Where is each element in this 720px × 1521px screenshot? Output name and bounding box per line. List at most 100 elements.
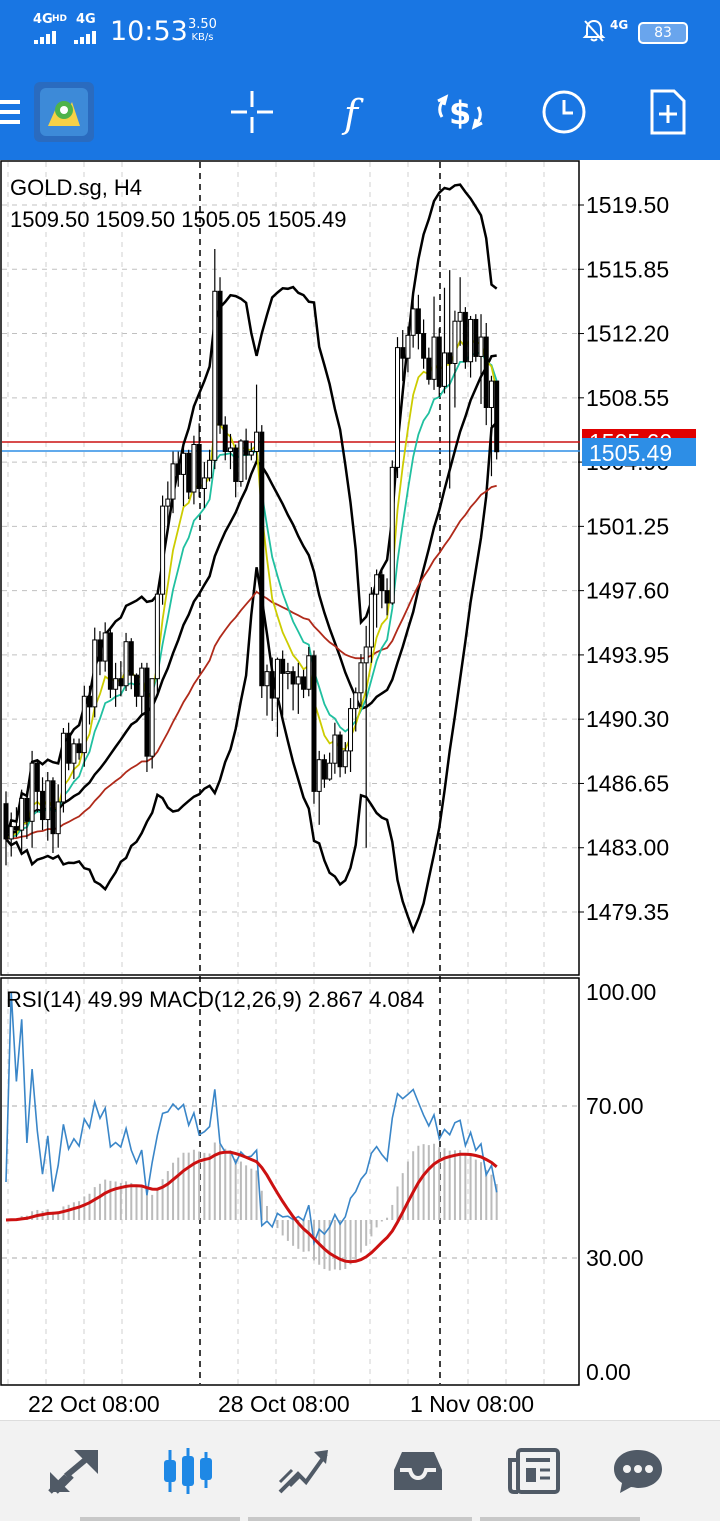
candle-body [259,431,265,687]
price-tick-label: 1508.55 [586,385,669,411]
long-ma-line [5,484,497,840]
clock: 10:53 [110,16,188,47]
indicator-lines [5,991,498,1264]
quotes-icon [48,1450,98,1494]
candle-body [327,762,333,780]
candle-body [87,695,93,708]
candle-body [66,732,72,764]
candle-body [421,333,427,359]
candle-body [473,318,479,357]
indicators-button[interactable]: f [328,82,384,142]
candle-body [29,762,35,822]
nav-indicator-2 [248,1517,472,1521]
candle-body [426,357,432,380]
menu-icon [0,100,20,124]
indicator-tick-label: 100.00 [586,979,656,1005]
candle-body [40,790,46,821]
candle-body [248,451,254,456]
candle-body [431,336,437,380]
messages-icon [614,1450,662,1493]
new-order-icon [650,89,686,135]
candle-body [92,639,98,708]
nav-history[interactable] [386,1441,450,1501]
crosshair-button[interactable] [224,82,280,142]
candle-body [384,590,390,604]
price-tick-label: 1490.30 [586,706,669,732]
candle-body [436,336,442,387]
candle-body [254,431,260,453]
timeframe-button[interactable] [536,82,592,142]
metatrader-logo-icon [40,88,88,136]
candle-body [50,780,56,835]
trade-icon [278,1450,328,1494]
candle-body [102,632,108,662]
nav-chart[interactable] [156,1441,220,1501]
candle-body [462,311,468,363]
candle-body [217,290,223,426]
candle-body [264,671,270,687]
candle-body [191,443,197,493]
news-icon [508,1448,560,1494]
candle-body [374,574,380,595]
candle-body [285,671,291,674]
network-2-label: 4G [76,12,96,27]
menu-button[interactable] [0,82,32,142]
new-order-button[interactable] [640,82,696,142]
candle-body [238,440,244,482]
candle-body [468,318,474,363]
candle-body [389,466,395,604]
candle-body [201,477,207,490]
candle-body [24,797,30,822]
candle-body [233,447,239,482]
speed-value: 3.50 [188,17,217,32]
nav-quotes[interactable] [42,1441,106,1501]
candle-body [395,347,400,468]
candle-body [175,463,181,475]
candle-body [301,676,307,690]
candle-body [410,308,416,336]
indicators-icon: f [341,92,364,135]
medium-ma-line [5,350,498,840]
candle-body [290,671,296,685]
short-ma-line [5,337,498,840]
candle-body [368,593,374,648]
crosshair-icon [231,91,273,133]
candle-body [55,801,61,835]
macd-signal-line [5,1150,498,1264]
candles [3,249,500,866]
nav-trade[interactable] [272,1441,336,1501]
candle-body [196,443,202,490]
candle-body [316,759,322,792]
time-tick-label: 1 Nov 08:00 [410,1391,534,1412]
price-lines [4,183,498,935]
time-tick-label: 28 Oct 08:00 [218,1391,350,1412]
candle-body [311,655,317,792]
price-tick-label: 1493.95 [586,642,669,668]
candle-body [13,826,19,831]
metatrader-logo[interactable] [34,82,94,142]
candle-body [19,797,25,831]
candle-body [149,678,155,757]
candle-body [118,678,124,687]
candle-body [405,334,411,359]
chart-area[interactable]: 1519.501515.851512.201508.551504.901501.… [0,160,720,1412]
nav-news[interactable] [502,1441,566,1501]
candle-body [332,734,338,764]
network-1-sup: HD [52,14,68,24]
nav-indicator-3 [480,1517,640,1521]
chart-svg[interactable]: 1519.501515.851512.201508.551504.901501.… [0,160,720,1412]
candle-body [295,676,301,685]
signal-2-icon [74,31,96,44]
candle-body [212,290,218,461]
symbol-button[interactable]: $ [432,82,488,142]
battery-indicator: 83 [638,22,688,44]
candle-body [306,655,312,690]
candle-body [363,646,369,664]
indicator-tick-label: 0.00 [586,1359,631,1385]
candle-body [348,708,354,752]
candle-body [139,667,145,697]
candle-body [107,632,113,690]
candle-body [457,311,463,322]
candle-body [81,695,87,754]
nav-messages[interactable] [606,1441,670,1501]
